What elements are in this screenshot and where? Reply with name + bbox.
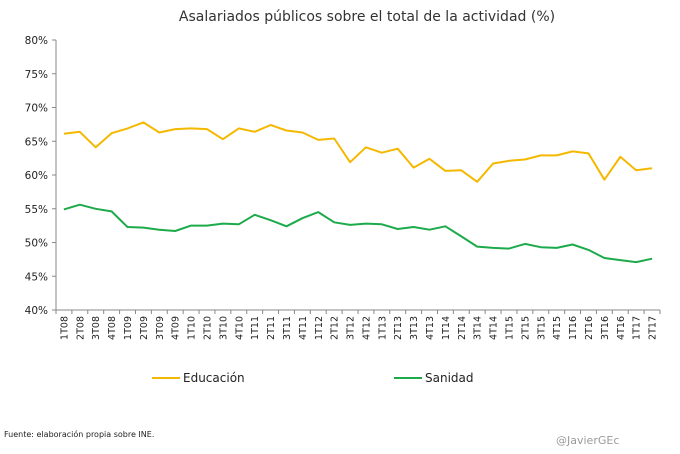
y-tick-label: 70%: [25, 103, 48, 115]
x-tick-label: 1T13: [377, 316, 388, 340]
x-tick-label: 1T15: [505, 316, 516, 340]
y-tick-label: 40%: [25, 305, 48, 317]
x-tick-label: 4T10: [234, 316, 245, 340]
x-tick-label: 2T16: [584, 316, 595, 340]
x-tick-label: 4T16: [616, 316, 627, 340]
x-tick-label: 4T14: [489, 316, 500, 340]
x-tick-label: 1T12: [314, 316, 325, 340]
x-tick-label: 3T16: [600, 316, 611, 340]
x-tick-label: 3T13: [409, 316, 420, 340]
x-tick-label: 2T11: [266, 316, 277, 340]
x-tick-label: 3T10: [218, 316, 229, 340]
x-tick-label: 3T14: [473, 316, 484, 340]
chart-title: Asalariados públicos sobre el total de l…: [179, 9, 555, 25]
series-line-sanidad: [63, 203, 653, 264]
y-tick-label: 50%: [25, 238, 48, 250]
y-tick-label: 60%: [25, 170, 48, 182]
x-tick-label: 1T10: [187, 316, 198, 340]
x-tick-label: 2T13: [393, 316, 404, 340]
x-tick-label: 4T11: [298, 316, 309, 340]
series-layer: [63, 121, 653, 264]
x-tick-label: 4T13: [425, 316, 436, 340]
x-tick-label: 3T11: [282, 316, 293, 340]
series-line-educacion: [63, 121, 653, 183]
y-tick-label: 65%: [25, 136, 48, 148]
x-tick-label: 1T16: [568, 316, 579, 340]
x-axis: 1T08 2T08 3T08 4T08 1T09 2T09 3T09 4T09 1T10 2T10…: [55, 309, 661, 340]
x-tick-label: 2T14: [457, 316, 468, 340]
x-tick-label: 4T09: [171, 316, 182, 340]
legend: Educación Sanidad: [152, 371, 474, 385]
x-tick-label: 4T12: [361, 316, 372, 340]
x-tick-label: 3T09: [155, 316, 166, 340]
x-tick-label: 4T15: [552, 316, 563, 340]
x-tick-label: 2T17: [648, 316, 659, 340]
x-tick-label: 1T14: [441, 316, 452, 340]
x-tick-label: 3T12: [346, 316, 357, 340]
y-tick-label: 55%: [25, 204, 48, 216]
y-tick-label: 75%: [25, 69, 48, 81]
x-tick-label: 2T08: [75, 316, 86, 340]
y-axis: 40% 45% 50% 55% 60% 65% 70% 75% 80%: [25, 35, 57, 317]
x-tick-label: 1T09: [123, 316, 134, 340]
legend-label-sanidad: Sanidad: [425, 371, 474, 385]
x-tick-label: 4T08: [107, 316, 118, 340]
x-tick-label: 3T08: [91, 316, 102, 340]
x-tick-label: 2T10: [203, 316, 214, 340]
x-tick-label: 3T15: [536, 316, 547, 340]
watermark: @JavierGEc: [556, 434, 620, 447]
x-tick-label: 2T15: [520, 316, 531, 340]
x-tick-label: 1T11: [250, 316, 261, 340]
source-note: Fuente: elaboración propia sobre INE.: [4, 430, 155, 439]
x-tick-label: 2T12: [330, 316, 341, 340]
y-tick-label: 80%: [25, 35, 48, 47]
legend-label-educacion: Educación: [183, 371, 245, 385]
x-tick-label: 2T09: [139, 316, 150, 340]
y-tick-label: 45%: [25, 271, 48, 283]
x-tick-label: 1T17: [632, 316, 643, 340]
x-tick-label: 1T08: [59, 316, 70, 340]
